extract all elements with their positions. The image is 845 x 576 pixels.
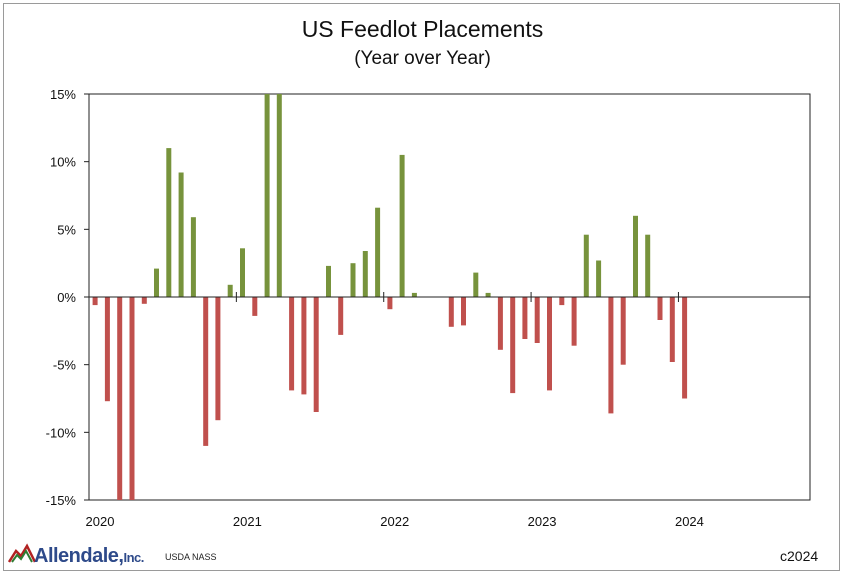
bar — [154, 268, 159, 297]
bar — [92, 297, 98, 306]
bar — [178, 172, 184, 297]
x-tick-label: 2021 — [233, 514, 262, 529]
y-tick-label: -15% — [46, 493, 77, 508]
bar — [682, 297, 688, 399]
bar — [657, 297, 663, 320]
y-tick-label: 10% — [50, 155, 76, 170]
bar — [375, 207, 381, 297]
bar — [301, 297, 307, 395]
bar — [547, 297, 552, 391]
x-tick-label: 2024 — [675, 514, 704, 529]
bar — [104, 297, 110, 402]
bar — [633, 215, 638, 297]
data-source: USDA NASS — [165, 552, 217, 562]
bar — [276, 94, 282, 297]
bar — [571, 297, 577, 346]
bar — [338, 297, 344, 335]
x-tick-label: 2020 — [86, 514, 115, 529]
copyright: c2024 — [780, 548, 819, 564]
x-tick-label: 2023 — [528, 514, 557, 529]
bar — [510, 297, 516, 394]
allendale-logo-icon — [8, 543, 36, 563]
bar — [166, 148, 172, 297]
x-tick-label: 2022 — [380, 514, 409, 529]
bar — [129, 297, 135, 500]
allendale-logo: Allendale,Inc. — [34, 545, 144, 568]
bar — [534, 297, 540, 343]
chart-title: US Feedlot Placements — [301, 16, 544, 42]
bar — [350, 263, 356, 297]
bar — [583, 234, 589, 297]
chart-frame — [3, 3, 840, 571]
bar — [522, 297, 528, 339]
logo-name: Allendale, — [34, 545, 124, 567]
y-tick-label: 5% — [57, 222, 76, 237]
bar — [608, 297, 614, 414]
bar — [669, 297, 675, 362]
bar — [203, 297, 209, 446]
y-tick-label: -5% — [53, 358, 77, 373]
bar — [399, 154, 405, 297]
bar — [190, 217, 196, 297]
bar — [252, 297, 258, 316]
bar — [473, 272, 479, 297]
bar — [326, 265, 331, 297]
bar — [559, 297, 565, 306]
bar — [387, 297, 393, 310]
bar — [448, 297, 454, 327]
bar — [620, 297, 626, 365]
y-tick-label: 15% — [50, 87, 76, 102]
logo-suffix: Inc. — [123, 550, 144, 565]
bar — [596, 260, 602, 297]
bar — [264, 94, 270, 297]
bar — [117, 297, 123, 500]
bar — [227, 284, 233, 297]
bar — [485, 292, 491, 297]
bar — [240, 248, 245, 297]
bar — [313, 297, 319, 412]
bar — [141, 297, 147, 304]
bar — [362, 251, 368, 297]
bar — [289, 297, 295, 391]
bar — [461, 297, 466, 326]
bar — [411, 292, 417, 297]
y-tick-label: 0% — [57, 290, 76, 305]
bar — [497, 297, 503, 350]
chart-subtitle: (Year over Year) — [354, 48, 491, 69]
y-tick-label: -10% — [46, 425, 77, 440]
bar — [215, 297, 221, 421]
bar — [645, 234, 651, 297]
